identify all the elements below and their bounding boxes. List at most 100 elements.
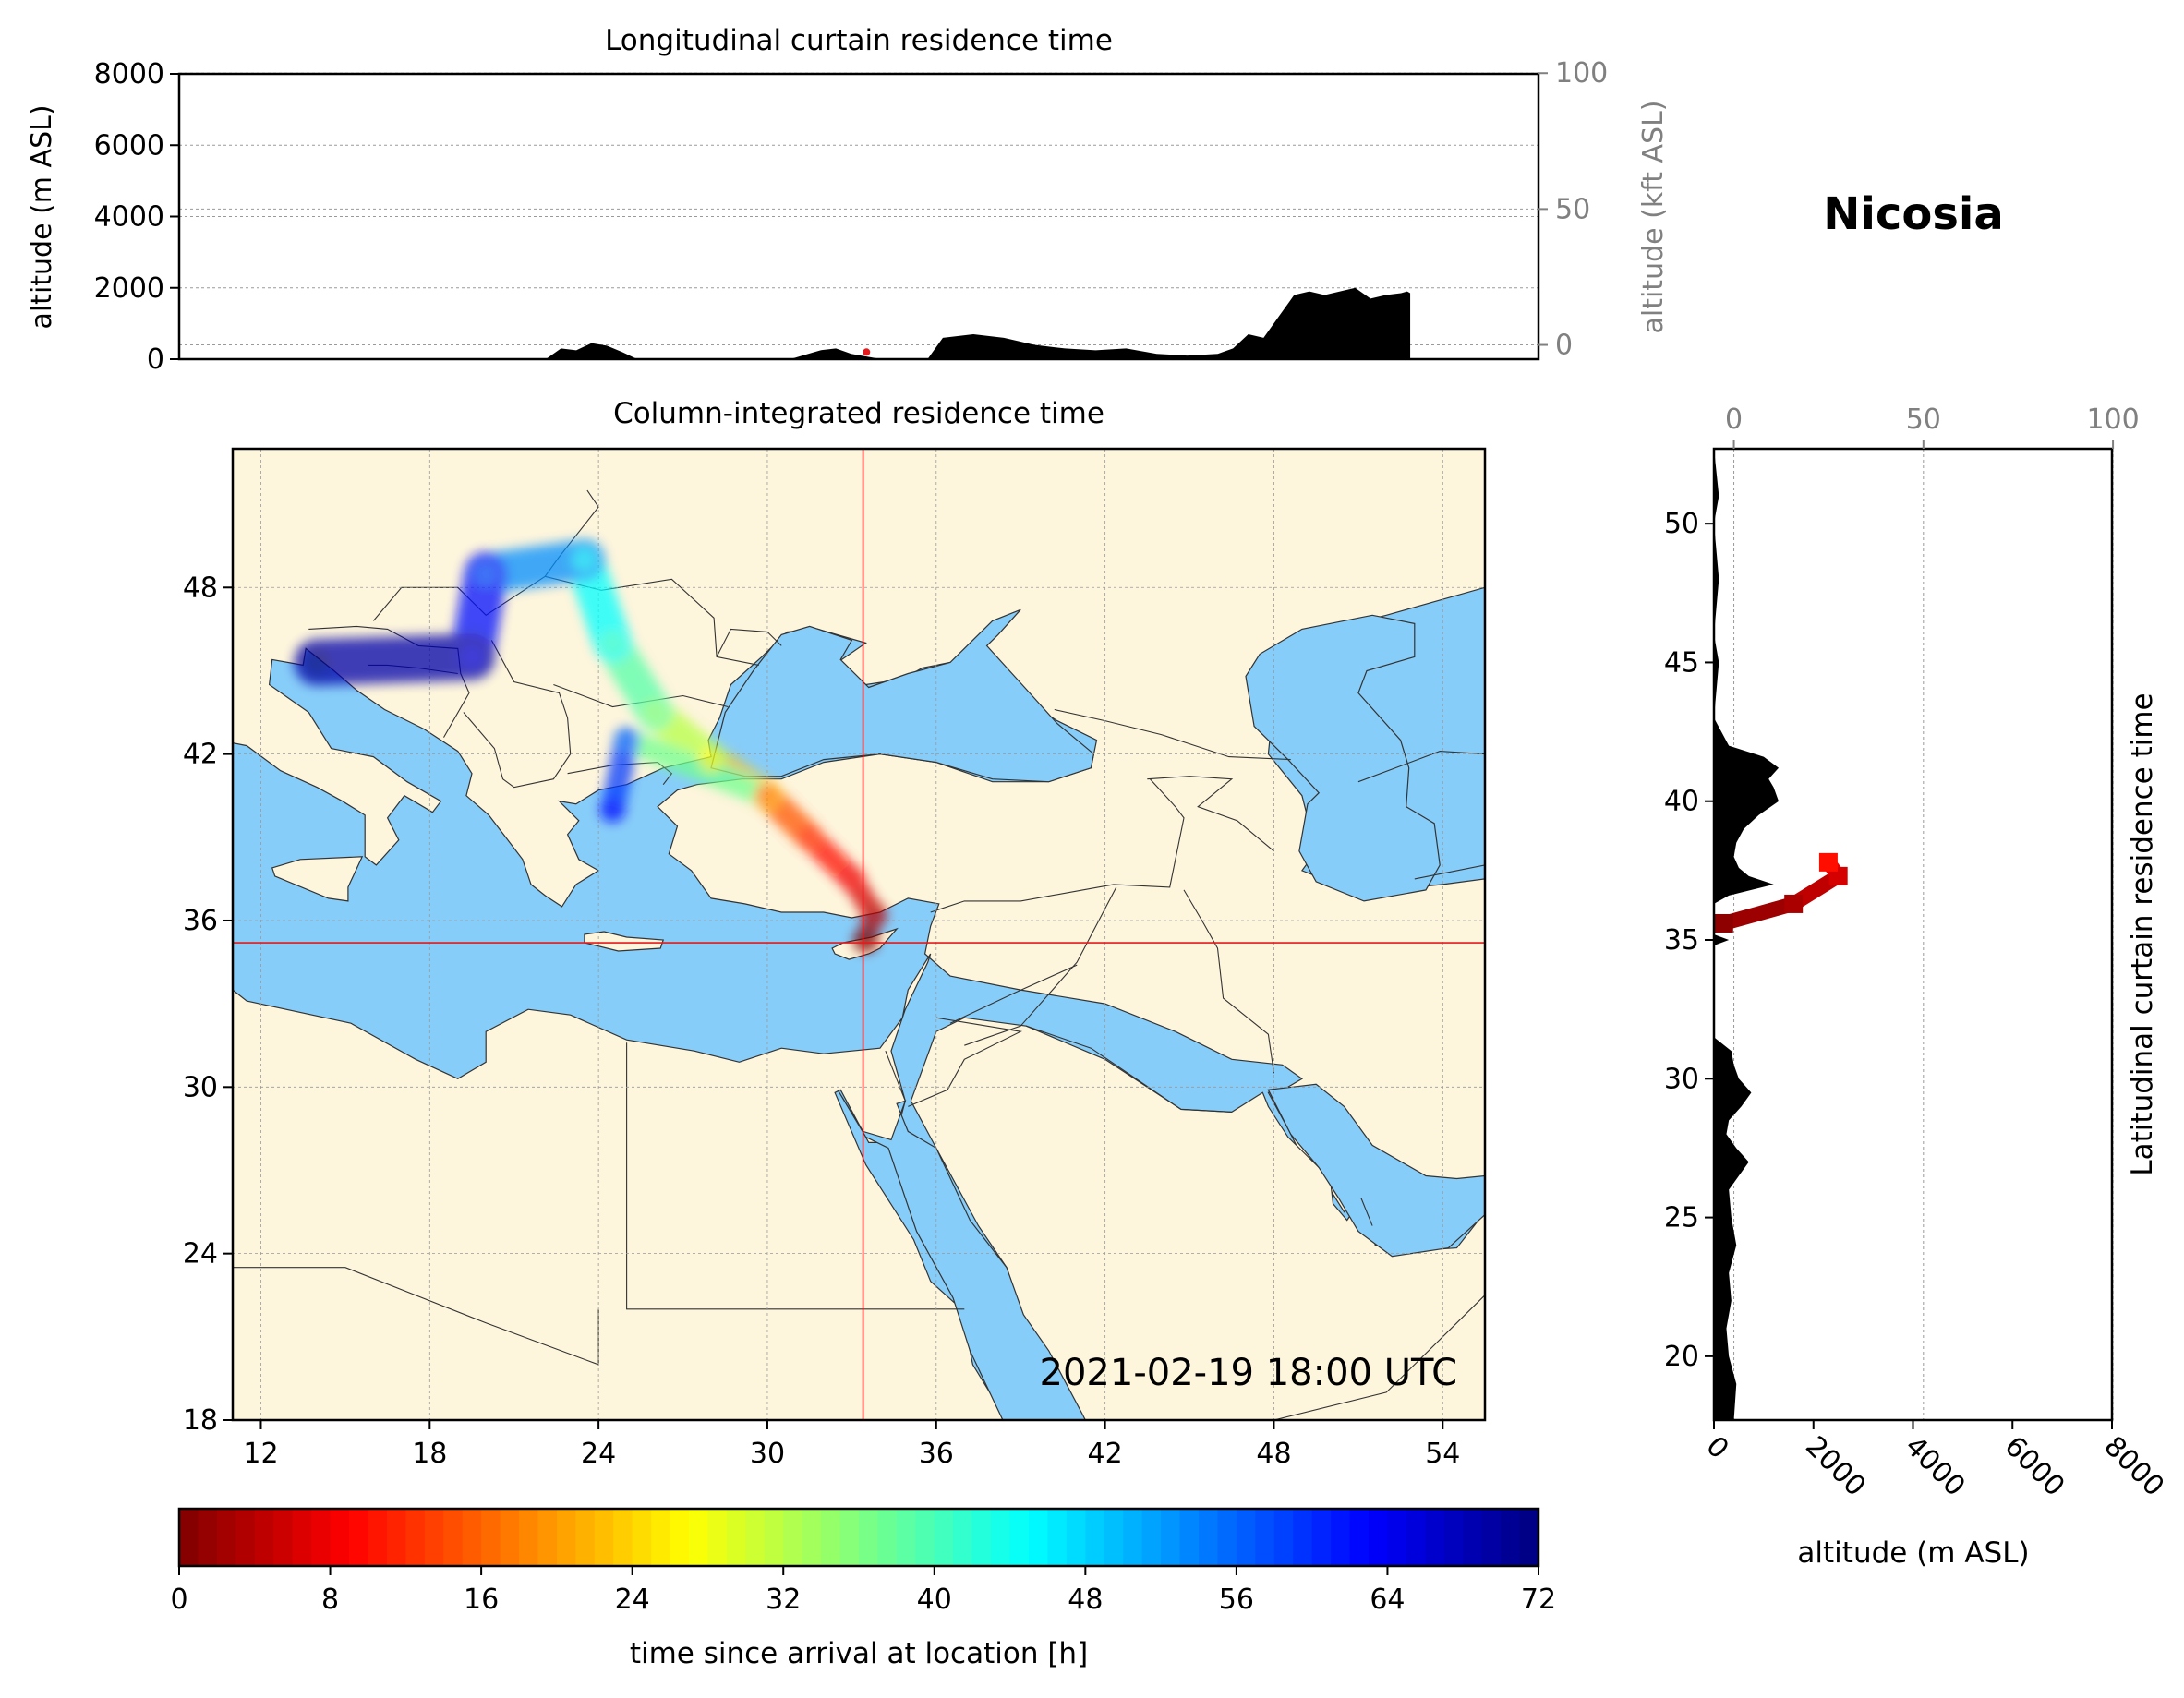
country-border <box>930 778 1185 913</box>
country-border <box>885 1050 906 1102</box>
side-xtick-top-label: 0 <box>1725 403 1743 436</box>
africa-arabia-land <box>233 953 1485 1420</box>
plume-point <box>698 746 725 773</box>
country-border <box>233 1267 599 1366</box>
colorbar-tick-label: 40 <box>917 1584 952 1616</box>
colorbar-segment <box>1406 1509 1426 1566</box>
top-ylabel-right: altitude (kft ASL) <box>1637 100 1670 333</box>
side-ytick-label: 25 <box>1664 1202 1699 1234</box>
map-ytick-label: 30 <box>183 1071 218 1103</box>
colorbar-segment <box>1199 1509 1219 1566</box>
side-title: Latitudinal curtain residence time <box>2126 692 2159 1175</box>
colorbar-segment <box>821 1509 841 1566</box>
colorbar-segment <box>424 1509 444 1566</box>
colorbar-segment <box>311 1509 332 1566</box>
colorbar-segment <box>877 1509 898 1566</box>
colorbar-segment <box>1161 1509 1181 1566</box>
colorbar-segment <box>1236 1509 1256 1566</box>
colorbar-segment <box>594 1509 614 1566</box>
side-ytick-label: 45 <box>1664 646 1699 679</box>
colorbar-segment <box>1369 1509 1389 1566</box>
top-ytick-label: 2000 <box>94 272 164 305</box>
colorbar: 0 8 16 24 32 40 48 56 64 72 time since arrival at… <box>170 1507 1556 1670</box>
colorbar-segment <box>1085 1509 1105 1566</box>
colorbar-segment <box>1217 1509 1237 1566</box>
colorbar-segment <box>1066 1509 1086 1566</box>
red-sea <box>837 1089 1087 1420</box>
colorbar-segment <box>1104 1509 1124 1566</box>
crete-land <box>584 931 665 952</box>
colorbar-segment <box>179 1509 199 1566</box>
map-ytick-label: 36 <box>183 905 218 937</box>
map-ytick-label: 24 <box>183 1238 218 1270</box>
latitudinal-curtain-panel: 0 2000 4000 6000 8000 0 50 100 20253035404550 … <box>1664 403 2170 1570</box>
plume-point <box>599 796 626 823</box>
colorbar-tick-label: 16 <box>464 1584 499 1616</box>
map-land <box>233 449 1485 1420</box>
plume-point <box>796 824 823 850</box>
colorbar-segment <box>896 1509 916 1566</box>
colorbar-segment <box>368 1509 388 1566</box>
country-border <box>949 964 1078 1024</box>
colorbar-segment <box>1029 1509 1049 1566</box>
map-ytick-label: 18 <box>183 1404 218 1437</box>
colorbar-segment <box>971 1509 992 1566</box>
map-xtick-label: 18 <box>412 1438 447 1470</box>
plume-segment <box>294 633 496 686</box>
colorbar-segment <box>1311 1509 1332 1566</box>
colorbar-segment <box>1443 1509 1464 1566</box>
colorbar-segment <box>254 1509 274 1566</box>
colorbar-segment <box>745 1509 766 1566</box>
top-terrain-area <box>179 287 1411 359</box>
plume-point <box>304 649 331 676</box>
side-xtick-label: 4000 <box>1899 1430 1972 1503</box>
colorbar-frame <box>177 1507 1540 1568</box>
top-ytick-label: 6000 <box>94 129 164 162</box>
top-panel-title: Longitudinal curtain residence time <box>605 24 1113 57</box>
plume-point <box>861 901 887 928</box>
side-trajectory-segment <box>1716 896 1802 931</box>
colorbar-tick-label: 72 <box>1521 1584 1556 1616</box>
colorbar-segment <box>1255 1509 1275 1566</box>
top-trajectory-point <box>863 348 871 356</box>
colorbar-segment <box>689 1509 709 1566</box>
colorbar-tick-label: 8 <box>321 1584 339 1616</box>
colorbar-segment <box>1387 1509 1407 1566</box>
sicily-land <box>271 856 364 902</box>
colorbar-segment <box>707 1509 728 1566</box>
colorbar-segment <box>1331 1509 1351 1566</box>
map-title: Column-integrated residence time <box>613 397 1104 430</box>
map-xtick-label: 30 <box>750 1438 785 1470</box>
colorbar-segment <box>519 1509 539 1566</box>
colorbar-tick-label: 56 <box>1219 1584 1254 1616</box>
colorbar-segment <box>462 1509 482 1566</box>
country-border <box>716 628 782 657</box>
side-xtick-top-label: 50 <box>1906 403 1941 436</box>
side-ytick-label: 35 <box>1664 924 1699 957</box>
colorbar-segment <box>859 1509 879 1566</box>
plume-point <box>852 927 879 954</box>
column-integrated-map: Column-integrated residence time 2021-02… <box>183 397 1487 1470</box>
plume-point <box>571 547 597 573</box>
colorbar-segment <box>1425 1509 1445 1566</box>
colorbar-segment <box>915 1509 935 1566</box>
colorbar-segment <box>670 1509 690 1566</box>
plume-branch-segment <box>614 728 779 808</box>
colorbar-segment <box>934 1509 954 1566</box>
country-border <box>1271 1295 1485 1420</box>
colorbar-segment <box>198 1509 218 1566</box>
country-border <box>908 1017 1022 1107</box>
colorbar-segment <box>273 1509 294 1566</box>
country-border <box>1484 1192 1485 1282</box>
country-border <box>1414 864 1485 880</box>
colorbar-segment <box>216 1509 236 1566</box>
colorbar-segment <box>386 1509 406 1566</box>
map-xtick-label: 36 <box>919 1438 954 1470</box>
colorbar-segment <box>443 1509 464 1566</box>
side-ytick-label: 40 <box>1664 786 1699 818</box>
colorbar-tick-label: 48 <box>1068 1584 1103 1616</box>
side-trajectory-point <box>1714 913 1733 933</box>
country-border <box>1183 889 1275 1074</box>
plume-point <box>459 644 486 670</box>
colorbar-segment <box>1501 1509 1521 1566</box>
